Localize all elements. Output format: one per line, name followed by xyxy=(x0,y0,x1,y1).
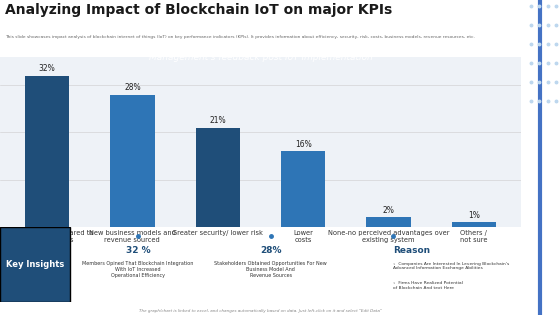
Text: 32 %: 32 % xyxy=(125,246,150,255)
Text: 2%: 2% xyxy=(382,206,394,215)
Bar xyxy=(195,128,240,227)
Text: ◦  Firms Have Realized Potential
of Blockchain And text Here: ◦ Firms Have Realized Potential of Block… xyxy=(393,281,463,290)
FancyBboxPatch shape xyxy=(0,227,71,302)
Text: 16%: 16% xyxy=(295,140,311,149)
Text: 21%: 21% xyxy=(209,116,226,125)
Bar xyxy=(281,151,325,227)
Text: Reason: Reason xyxy=(393,246,430,255)
Text: 32%: 32% xyxy=(39,64,55,73)
Text: Management's feedback post IoT implementation: Management's feedback post IoT implement… xyxy=(148,53,372,62)
Bar xyxy=(366,217,410,227)
Text: ◦  Companies Are Interested In Levering Blockchain's
Advanced Information Exchan: ◦ Companies Are Interested In Levering B… xyxy=(393,261,510,271)
Text: Members Opined That Blockchain Integration
With IoT Increased
Operational Effici: Members Opined That Blockchain Integrati… xyxy=(82,261,194,278)
Text: 1%: 1% xyxy=(468,211,480,220)
Bar xyxy=(25,76,69,227)
Text: The graph/chart is linked to excel, and changes automatically based on data. Jus: The graph/chart is linked to excel, and … xyxy=(139,309,382,313)
Text: Analyzing Impact of Blockchain IoT on major KPIs: Analyzing Impact of Blockchain IoT on ma… xyxy=(5,3,393,17)
Bar xyxy=(452,222,496,227)
Bar xyxy=(110,94,155,227)
Text: Key Insights: Key Insights xyxy=(6,260,64,269)
Text: Stakeholders Obtained Opportunities For New
Business Model And
Revenue Sources: Stakeholders Obtained Opportunities For … xyxy=(214,261,327,278)
Text: 28%: 28% xyxy=(124,83,141,92)
Text: This slide showcases impact analysis of blockchain internet of things (IoT) on k: This slide showcases impact analysis of … xyxy=(5,35,475,39)
Text: 28%: 28% xyxy=(260,246,282,255)
